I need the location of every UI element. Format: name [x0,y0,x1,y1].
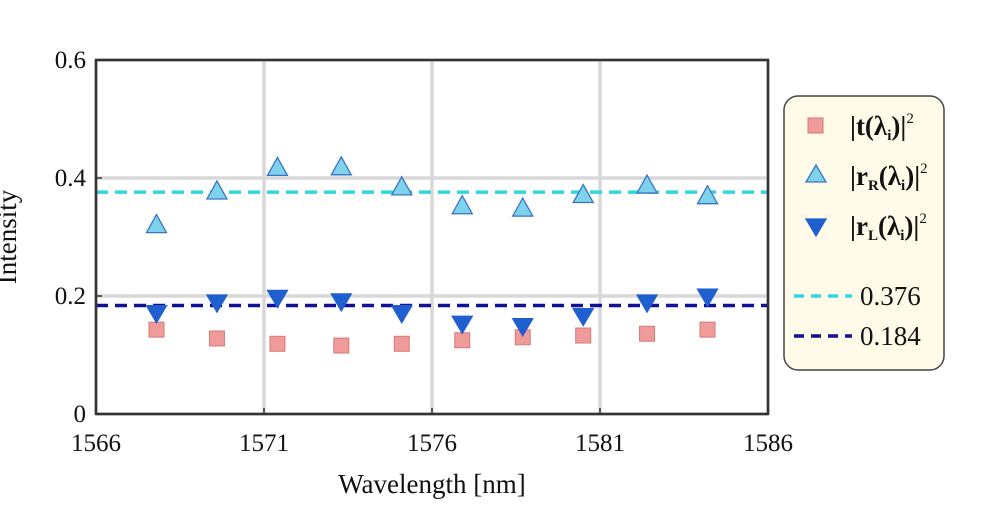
y-tick-label: 0.2 [55,283,86,310]
y-tick-label: 0.4 [55,165,87,192]
x-tick-label: 1576 [407,430,457,457]
y-tick-label: 0 [74,401,87,428]
legend-marker-square [807,117,824,134]
x-tick-label: 1581 [575,430,625,457]
data-point-square [208,330,225,347]
y-axis-label: Intensity [0,189,22,284]
data-markers [145,155,719,354]
tick-labels: 1566 1571 1576 1581 1586 0 0.2 0.4 0.6 [55,47,793,457]
data-point-triangle-down [330,293,353,313]
x-tick-label: 1571 [239,430,289,457]
data-point-triangle-up [696,184,719,205]
data-point-square [454,332,471,349]
data-point-triangle-down [511,318,534,337]
data-point-triangle-down [145,305,168,324]
x-axis-label: Wavelength [nm] [338,469,526,499]
data-point-triangle-up [205,179,229,200]
data-point-square [699,321,716,338]
data-point-triangle-up [451,194,474,215]
data-point-triangle-down [451,315,474,335]
data-point-triangle-down [572,307,595,327]
data-point-square [148,321,165,338]
data-point-triangle-down [390,305,413,324]
data-point-triangle-down [266,289,289,309]
data-point-square [269,335,286,352]
data-point-triangle-down [635,294,659,314]
data-point-triangle-up [330,155,353,176]
data-point-triangle-up [572,183,595,204]
legend-marker-triangle-up [804,163,828,183]
data-point-square [575,327,592,344]
x-tick-label: 1566 [71,430,121,457]
x-tick-label: 1586 [743,430,793,457]
data-point-triangle-up [390,175,413,196]
data-point-square [393,335,410,352]
legend-label-t: |t(λi)|2 [850,111,914,144]
data-point-square [333,337,350,354]
legend-marker-triangle-down [804,218,828,238]
data-point-triangle-up [635,173,659,194]
y-tick-label: 0.6 [55,47,86,74]
data-point-triangle-down [205,294,229,314]
legend: |t(λi)|2 |rR(λi)|2 |rL(λi)|2 0.376 0.184 [783,95,945,371]
legend-label-rR: |rR(λi)|2 [850,161,928,194]
data-point-square [639,325,656,342]
data-point-triangle-up [511,196,534,217]
legend-label-0376: 0.376 [860,281,921,311]
data-point-triangle-down [696,288,719,308]
grid-layer [94,58,770,416]
legend-label-rL: |rL(λi)|2 [850,211,927,244]
legend-box [783,95,945,371]
data-point-triangle-up [145,213,168,234]
data-point-triangle-up [266,156,289,177]
legend-label-0184: 0.184 [860,321,921,351]
